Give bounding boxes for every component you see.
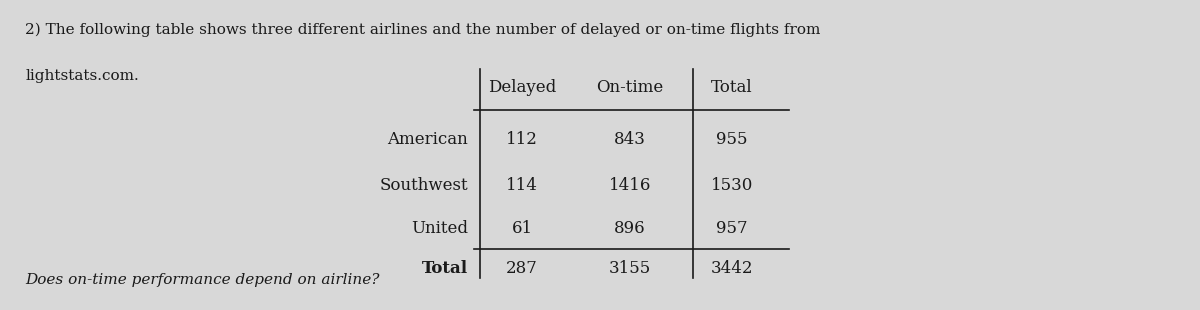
Text: lightstats.com.: lightstats.com.	[25, 69, 139, 83]
Text: Delayed: Delayed	[488, 79, 557, 96]
Text: 114: 114	[506, 177, 538, 194]
Text: 2) The following table shows three different airlines and the number of delayed : 2) The following table shows three diffe…	[25, 23, 821, 37]
Text: 896: 896	[614, 220, 646, 237]
Text: 3155: 3155	[608, 260, 652, 277]
Text: 112: 112	[506, 131, 538, 148]
Text: Total: Total	[422, 260, 468, 277]
Text: 3442: 3442	[710, 260, 752, 277]
Text: 843: 843	[614, 131, 646, 148]
Text: Southwest: Southwest	[379, 177, 468, 194]
Text: 955: 955	[716, 131, 748, 148]
Text: Total: Total	[710, 79, 752, 96]
Text: 287: 287	[506, 260, 538, 277]
Text: 957: 957	[716, 220, 748, 237]
Text: 61: 61	[511, 220, 533, 237]
Text: United: United	[412, 220, 468, 237]
Text: 1530: 1530	[710, 177, 752, 194]
Text: Does on-time performance depend on airline?: Does on-time performance depend on airli…	[25, 273, 379, 287]
Text: American: American	[388, 131, 468, 148]
Text: On-time: On-time	[596, 79, 664, 96]
Text: 1416: 1416	[608, 177, 652, 194]
